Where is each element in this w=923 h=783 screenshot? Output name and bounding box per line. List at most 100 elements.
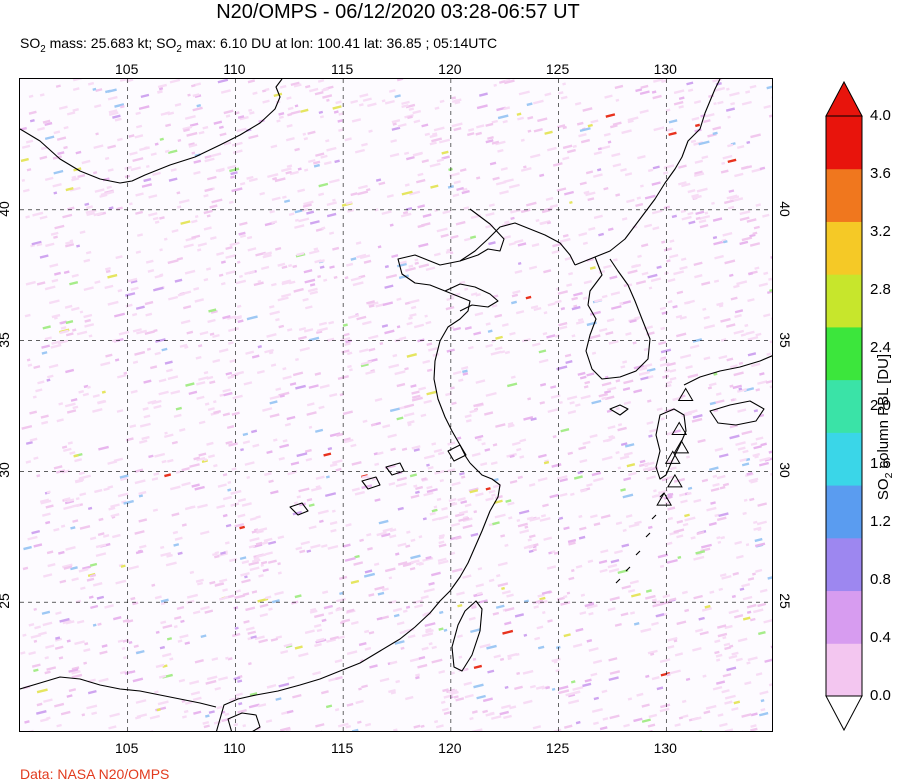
so2-pixel	[624, 172, 633, 177]
so2-pixel	[335, 467, 342, 472]
so2-pixel	[310, 486, 322, 492]
so2-pixel	[544, 92, 552, 97]
so2-pixel	[285, 170, 292, 175]
so2-pixel	[73, 453, 79, 458]
so2-pixel	[712, 685, 723, 691]
map-panel[interactable]	[19, 78, 773, 732]
so2-pixel	[171, 228, 179, 233]
so2-pixel	[553, 728, 562, 731]
so2-pixel	[723, 642, 731, 647]
so2-pixel	[269, 413, 280, 418]
so2-pixel	[702, 307, 707, 311]
so2-pixel	[664, 383, 672, 388]
so2-pixel	[82, 392, 90, 397]
so2-pixel	[60, 320, 68, 325]
so2-pixel	[617, 423, 623, 427]
so2-pixel	[712, 482, 720, 487]
so2-pixel	[703, 315, 710, 320]
so2-pixel	[541, 685, 549, 690]
so2-pixel	[325, 492, 337, 498]
so2-pixel	[122, 618, 130, 623]
so2-pixel	[717, 632, 728, 638]
so2-pixel	[51, 278, 59, 283]
so2-pixel	[710, 487, 720, 492]
so2-pixel	[732, 571, 739, 576]
so2-pixel	[757, 502, 768, 507]
so2-pixel	[436, 227, 448, 233]
so2-pixel	[519, 529, 530, 534]
so2-pixel	[308, 384, 319, 389]
so2-pixel	[292, 693, 302, 699]
so2-pixel	[457, 497, 466, 502]
colorbar-tick-label: 2.0	[870, 397, 891, 414]
so2-pixel	[36, 474, 41, 478]
so2-pixel	[287, 675, 295, 680]
so2-pixel	[350, 620, 359, 626]
so2-pixel	[59, 617, 70, 623]
so2-pixel	[669, 253, 679, 259]
so2-pixel	[291, 600, 299, 605]
so2-pixel	[318, 192, 325, 197]
so2-pixel	[192, 106, 203, 112]
so2-pixel	[186, 131, 198, 137]
so2-pixel	[282, 375, 292, 380]
so2-pixel	[547, 302, 556, 307]
so2-pixel	[352, 281, 364, 287]
so2-pixel	[259, 191, 266, 196]
so2-pixel	[760, 707, 766, 712]
so2-pixel	[539, 173, 545, 178]
so2-pixel	[43, 698, 53, 703]
so2-pixel	[219, 132, 227, 137]
so2-pixel	[114, 103, 125, 108]
so2-pixel	[660, 671, 671, 677]
so2-pixel	[304, 448, 312, 453]
so2-pixel	[223, 141, 232, 146]
so2-pixel	[332, 198, 336, 202]
so2-pixel	[193, 287, 200, 291]
so2-pixel	[275, 317, 280, 322]
so2-pixel	[535, 218, 540, 223]
so2-pixel	[729, 91, 740, 97]
so2-pixel	[566, 283, 573, 287]
so2-pixel	[491, 140, 500, 145]
so2-pixel	[313, 163, 321, 168]
so2-pixel	[691, 716, 702, 722]
so2-pixel	[42, 573, 53, 578]
so2-pixel	[198, 130, 205, 135]
so2-pixel	[644, 461, 655, 467]
so2-pixel	[41, 351, 48, 355]
so2-pixel	[329, 432, 341, 438]
so2-pixel	[330, 528, 337, 533]
so2-pixel	[273, 92, 283, 98]
so2-pixel	[91, 711, 98, 716]
so2-pixel	[523, 544, 534, 550]
so2-pixel	[337, 722, 349, 728]
so2-pixel	[429, 511, 436, 516]
so2-pixel	[204, 402, 210, 406]
so2-pixel	[21, 144, 31, 149]
so2-pixel	[286, 709, 294, 714]
so2-pixel	[197, 248, 202, 252]
so2-pixel	[563, 633, 571, 638]
so2-pixel	[345, 201, 353, 205]
so2-pixel	[151, 583, 156, 587]
so2-pixel	[230, 489, 242, 495]
so2-pixel	[193, 456, 201, 461]
so2-pixel	[629, 579, 639, 585]
so2-pixel	[64, 304, 73, 309]
so2-pixel	[79, 492, 87, 497]
so2-pixel	[726, 323, 736, 328]
so2-pixel	[451, 502, 458, 506]
so2-pixel	[294, 645, 303, 650]
so2-pixel	[676, 290, 684, 295]
so2-pixel	[152, 216, 159, 221]
so2-pixel	[667, 506, 676, 511]
so2-pixel	[307, 287, 318, 293]
so2-pixel	[317, 79, 325, 83]
so2-pixel	[276, 119, 281, 123]
so2-pixel	[237, 319, 244, 324]
so2-pixel	[520, 208, 531, 214]
map-canvas[interactable]	[20, 79, 773, 732]
so2-pixel	[750, 727, 758, 731]
so2-pixel	[685, 677, 691, 682]
